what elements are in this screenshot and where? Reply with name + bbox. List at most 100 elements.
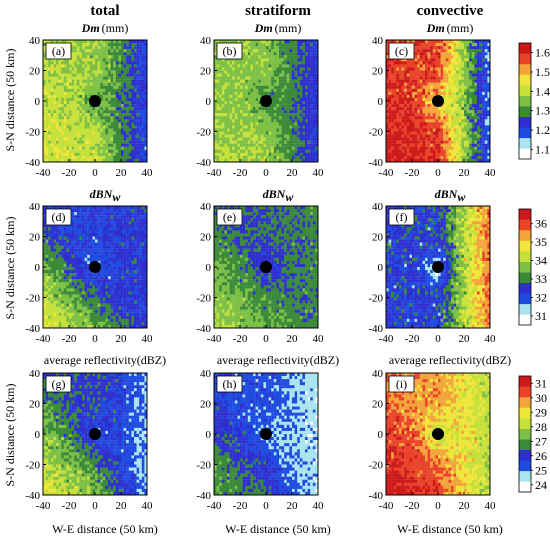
heatmap-cell	[123, 107, 127, 111]
heatmap-cell	[56, 79, 59, 83]
heatmap-cell	[123, 128, 127, 132]
heatmap-cell	[100, 82, 103, 86]
heatmap-cell	[406, 40, 410, 44]
heatmap-cell	[102, 152, 106, 157]
heatmap-cell	[53, 88, 57, 92]
heatmap-cell	[229, 152, 233, 157]
heatmap-cell	[79, 79, 83, 83]
heatmap-cell	[312, 113, 316, 117]
heatmap-cell	[396, 73, 400, 77]
y-tick-label: 40	[29, 35, 41, 47]
heatmap-cell	[484, 88, 488, 92]
heatmap-cell	[45, 79, 49, 83]
heatmap-cell	[245, 146, 248, 150]
heatmap-cell	[102, 125, 106, 129]
heatmap-cell	[266, 67, 269, 71]
heatmap-cell	[458, 76, 462, 80]
heatmap-cell	[108, 122, 111, 126]
heatmap-cell	[121, 46, 124, 50]
heatmap-cell	[105, 134, 109, 138]
heatmap-cell	[232, 94, 235, 99]
heatmap-cell	[266, 131, 269, 135]
heatmap-cell	[76, 113, 80, 117]
heatmap-cell	[63, 110, 67, 114]
heatmap-cell	[466, 85, 470, 89]
heatmap-cell	[89, 146, 93, 150]
heatmap-cell	[409, 94, 413, 99]
heatmap-cell	[95, 40, 98, 44]
heatmap-cell	[58, 152, 62, 157]
heatmap-cell	[118, 152, 122, 157]
heatmap-cell	[276, 82, 280, 86]
heatmap-cell	[445, 88, 449, 92]
heatmap-cell	[48, 122, 51, 126]
heatmap-cell	[474, 116, 478, 120]
heatmap-cell	[299, 140, 303, 144]
heatmap-cell	[79, 70, 83, 74]
heatmap-cell	[443, 101, 446, 105]
heatmap-cell	[482, 152, 485, 157]
heatmap-cell	[414, 116, 418, 120]
heatmap-cell	[427, 104, 431, 108]
heatmap-cell	[144, 131, 148, 135]
heatmap-cell	[276, 46, 280, 50]
heatmap-cell	[440, 149, 444, 153]
heatmap-cell	[312, 131, 316, 135]
heatmap-cell	[474, 137, 478, 141]
heatmap-cell	[404, 76, 407, 80]
heatmap-cell	[260, 55, 264, 59]
heatmap-cell	[425, 58, 428, 62]
heatmap-cell	[289, 134, 293, 138]
heatmap-cell	[448, 143, 452, 147]
heatmap-cell	[440, 67, 444, 71]
heatmap-cell	[237, 76, 241, 80]
heatmap-cell	[388, 104, 392, 108]
heatmap-cell	[61, 110, 64, 114]
heatmap-cell	[113, 91, 116, 96]
heatmap-cell	[401, 73, 405, 77]
colorbar-swatch	[519, 106, 531, 118]
heatmap-cell	[299, 158, 303, 163]
heatmap-cell	[438, 67, 441, 71]
heatmap-cell	[419, 49, 423, 53]
heatmap-cell	[89, 64, 93, 68]
heatmap-cell	[76, 73, 80, 77]
heatmap-cell	[92, 46, 96, 50]
heatmap-cell	[118, 46, 122, 50]
heatmap-cell	[136, 128, 140, 132]
heatmap-cell	[105, 122, 109, 126]
heatmap-cell	[438, 73, 441, 77]
heatmap-cell	[87, 58, 90, 62]
heatmap-cell	[279, 76, 282, 80]
heatmap-cell	[61, 73, 64, 77]
heatmap-cell	[286, 104, 290, 108]
heatmap-cell	[425, 128, 428, 132]
heatmap-cell	[419, 107, 423, 111]
heatmap-cell	[255, 128, 259, 132]
heatmap-cell	[97, 155, 101, 160]
heatmap-cell	[108, 94, 111, 99]
heatmap-cell	[118, 40, 122, 44]
heatmap-cell	[427, 64, 431, 68]
heatmap-cell	[479, 82, 483, 86]
heatmap-cell	[105, 209, 109, 213]
heatmap-cell	[108, 119, 111, 123]
heatmap-cell	[139, 101, 142, 105]
heatmap-cell	[396, 79, 400, 83]
heatmap-cell	[131, 119, 135, 123]
heatmap-cell	[79, 43, 83, 47]
heatmap-cell	[76, 119, 80, 123]
heatmap-cell	[281, 76, 285, 80]
heatmap-cell	[128, 158, 132, 163]
heatmap-cell	[121, 70, 124, 74]
heatmap-cell	[95, 146, 98, 150]
heatmap-cell	[97, 140, 101, 144]
heatmap-cell	[404, 79, 407, 83]
heatmap-cell	[126, 40, 129, 44]
heatmap-cell	[105, 82, 109, 86]
colorbar-swatch	[519, 127, 531, 139]
heatmap-cell	[110, 40, 114, 44]
heatmap-cell	[113, 46, 116, 50]
heatmap-cell	[445, 113, 449, 117]
heatmap-cell	[126, 97, 129, 102]
